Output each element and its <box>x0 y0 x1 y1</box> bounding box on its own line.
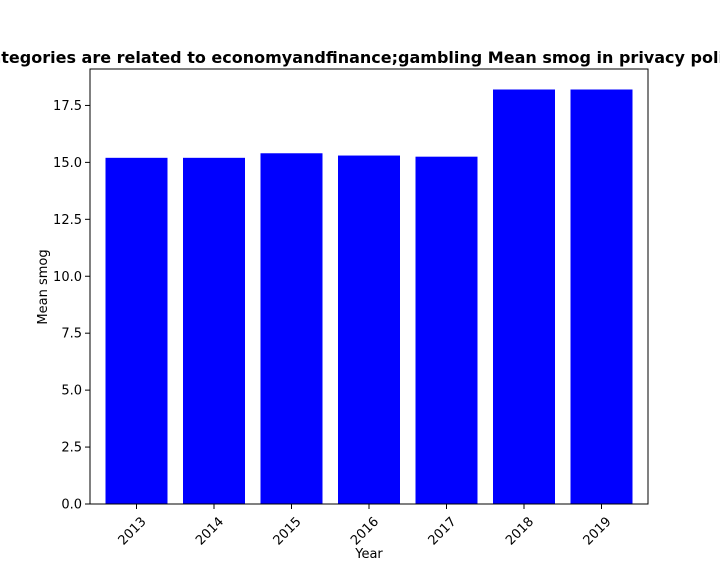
y-tick-label: 12.5 <box>53 213 82 228</box>
bar-2013 <box>105 157 168 504</box>
y-tick-label: 17.5 <box>53 99 82 114</box>
bar-2015 <box>260 153 323 504</box>
bar-2016 <box>338 155 400 505</box>
bars-layer <box>105 89 633 505</box>
y-tick-label: 5.0 <box>61 384 82 399</box>
chart-title: Categories are related to economyandfina… <box>0 48 720 67</box>
y-tick-label: 7.5 <box>61 327 82 342</box>
bar-2017 <box>415 156 478 504</box>
y-axis: 0.0 2.5 5.0 7.5 10.0 12.5 15.0 17.5 <box>53 99 90 513</box>
bar-2018 <box>493 89 555 504</box>
y-tick-label: 10.0 <box>53 270 82 285</box>
bar-2019 <box>570 89 633 504</box>
x-axis-label: Year <box>354 547 383 562</box>
y-tick-label: 0.0 <box>61 498 82 513</box>
y-tick-label: 15.0 <box>53 156 82 171</box>
y-tick-label: 2.5 <box>61 441 82 456</box>
bar-2014 <box>183 157 245 504</box>
y-axis-label: Mean smog <box>36 249 51 324</box>
